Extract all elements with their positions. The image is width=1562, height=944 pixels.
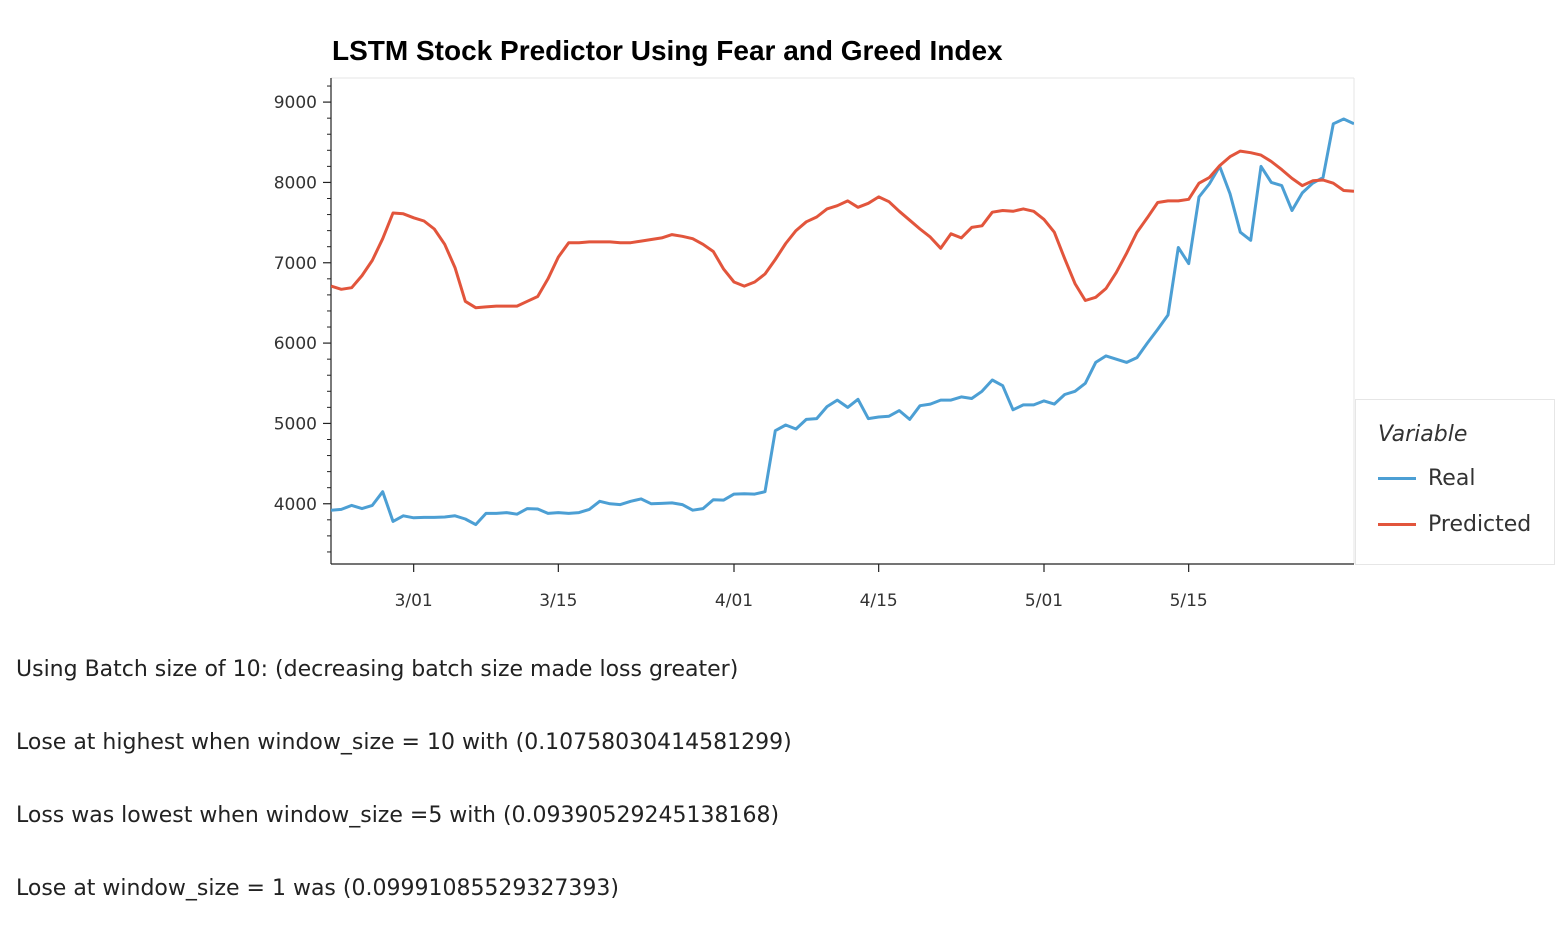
x-tick-label-3/01: 3/01	[395, 591, 433, 611]
y-tick-label-4000: 4000	[274, 495, 317, 515]
x-tick-label-5/01: 5/01	[1025, 591, 1063, 611]
y-tick-label-7000: 7000	[274, 254, 317, 274]
note-loss-window-1: Lose at window_size = 1 was (0.099910855…	[16, 876, 619, 901]
chart-title: LSTM Stock Predictor Using Fear and Gree…	[332, 35, 1003, 66]
x-tick-label-3/15: 3/15	[539, 591, 577, 611]
x-tick-label-4/01: 4/01	[715, 591, 753, 611]
series-line-predicted	[331, 149, 1354, 310]
note-loss-lowest: Loss was lowest when window_size =5 with…	[16, 803, 780, 828]
note-batch-size: Using Batch size of 10: (decreasing batc…	[16, 657, 739, 682]
legend-label-predicted: Predicted	[1428, 511, 1532, 537]
y-tick-label-9000: 9000	[274, 93, 317, 113]
chart-area: LSTM Stock Predictor Using Fear and Gree…	[274, 35, 1555, 611]
legend: Variable Real Predicted	[1355, 399, 1555, 565]
notes-section: Using Batch size of 10: (decreasing batc…	[16, 652, 1516, 944]
legend-item-predicted[interactable]: Predicted	[1378, 509, 1531, 539]
series-line-real	[331, 117, 1354, 527]
legend-swatch-real	[1378, 476, 1416, 480]
legend-label-real: Real	[1428, 465, 1476, 491]
y-tick-label-5000: 5000	[274, 414, 317, 434]
x-tick-label-5/15: 5/15	[1170, 591, 1208, 611]
note-loss-highest: Lose at highest when window_size = 10 wi…	[16, 730, 792, 755]
legend-title: Variable	[1378, 422, 1468, 447]
legend-swatch-predicted	[1378, 522, 1416, 526]
x-tick-label-4/15: 4/15	[860, 591, 898, 611]
line-chart: LSTM Stock Predictor Using Fear and Gree…	[274, 35, 1355, 611]
y-tick-label-6000: 6000	[274, 334, 317, 354]
y-tick-label-8000: 8000	[274, 173, 317, 193]
legend-item-real[interactable]: Real	[1378, 463, 1475, 493]
